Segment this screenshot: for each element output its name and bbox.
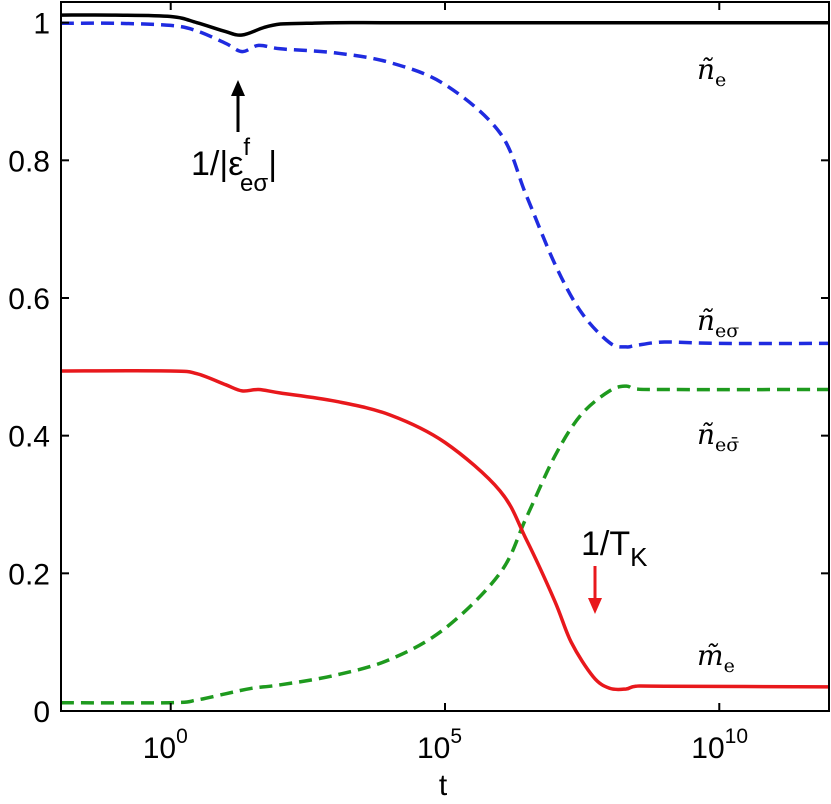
annotation-eps-arrow-head [231,80,245,96]
annotation-eps-label: 1/|εf eσ| [191,134,277,197]
series-line-m_e [60,369,830,692]
y-tick-label: 0.6 [8,283,50,316]
x-tick-label: 100 [143,725,188,765]
series-label-n-esigmabar: ñeσ̄ [697,418,739,456]
y-tick-label: 0.2 [8,558,50,591]
series-line-n_esigma [60,21,830,349]
annotation-tk: 1/TK [581,525,648,614]
plot-frame [60,1,830,712]
annotation-tk-arrow-head [588,598,602,614]
y-tick-label: 0 [33,696,50,729]
series-label-n-e: ñe [697,53,726,91]
series-layer [60,13,830,705]
y-tick-label: 1 [33,8,50,41]
y-tick-label: 0.8 [8,145,50,178]
annotation-tk-label: 1/TK [581,525,648,572]
x-tick-label: 105 [417,725,462,765]
series-line-n_e [60,13,829,37]
ticks-layer: 0 0.2 0.4 0.6 0.8 1 100 105 1010 [8,2,829,765]
annotation-eps: 1/|εf eσ| [191,80,277,197]
x-tick-label: 1010 [691,725,748,765]
series-line-n_esigmabar [60,384,830,705]
series-label-n-esigma: ñeσ [697,304,739,342]
series-label-m-e: m̃e [697,639,735,677]
y-tick-label: 0.4 [8,421,50,454]
x-axis-label: t [439,769,448,802]
